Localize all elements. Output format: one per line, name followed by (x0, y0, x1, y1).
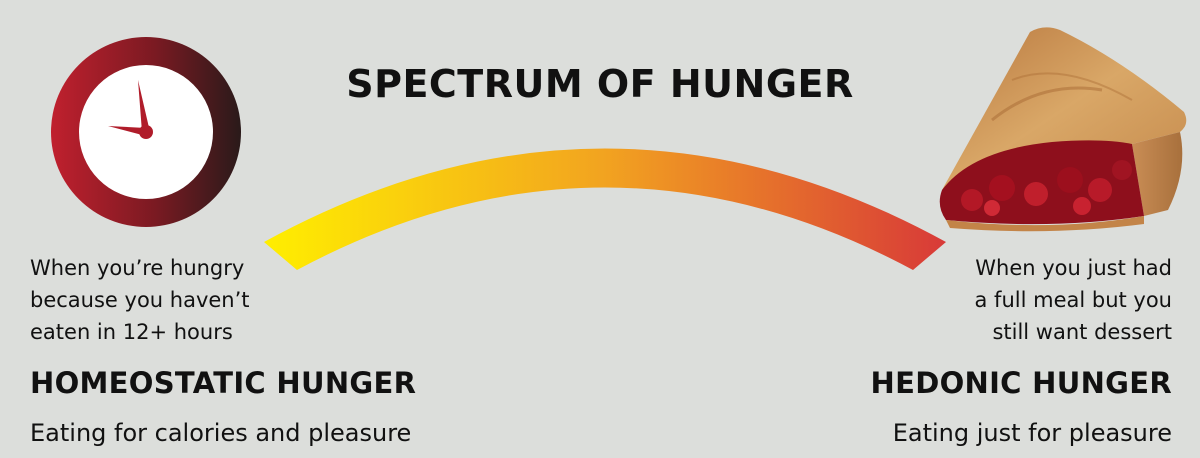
homeostatic-hunger-subtitle: Eating for calories and pleasure (30, 419, 412, 447)
description-line: eaten in 12+ hours (30, 320, 233, 344)
hedonic-description: When you just had a full meal but you st… (932, 252, 1172, 348)
spectrum-band (264, 148, 946, 270)
description-line: When you’re hungry (30, 256, 245, 280)
description-line: still want dessert (992, 320, 1172, 344)
description-line: a full meal but you (974, 288, 1172, 312)
cherry-pie-icon (939, 27, 1187, 232)
description-line: When you just had (975, 256, 1172, 280)
diagram-title: SPECTRUM OF HUNGER (346, 62, 854, 106)
homeostatic-hunger-label: HOMEOSTATIC HUNGER (30, 366, 417, 400)
description-line: because you haven’t (30, 288, 250, 312)
clock-icon (51, 37, 241, 227)
hedonic-hunger-label: HEDONIC HUNGER (870, 366, 1172, 400)
homeostatic-description: When you’re hungry because you haven’t e… (30, 252, 290, 348)
hedonic-hunger-subtitle: Eating just for pleasure (892, 419, 1172, 447)
